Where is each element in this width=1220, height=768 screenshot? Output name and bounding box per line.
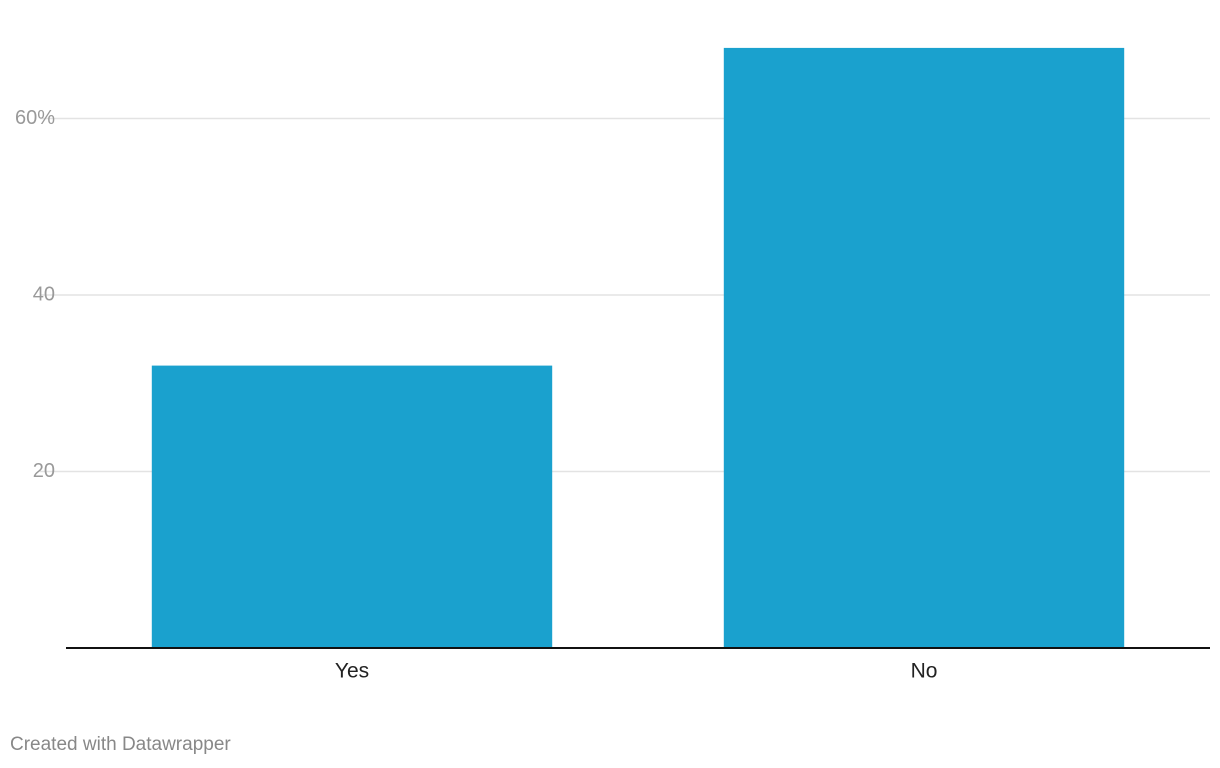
y-tick-label: 40 [33, 283, 55, 305]
x-tick-label: No [911, 660, 938, 683]
bar [723, 47, 1125, 648]
y-tick-label: 20 [33, 460, 55, 482]
credit: Created with Datawrapper [10, 734, 231, 755]
bar [151, 365, 553, 648]
y-tick-label: 60% [15, 107, 55, 129]
x-tick-label: Yes [335, 660, 369, 683]
